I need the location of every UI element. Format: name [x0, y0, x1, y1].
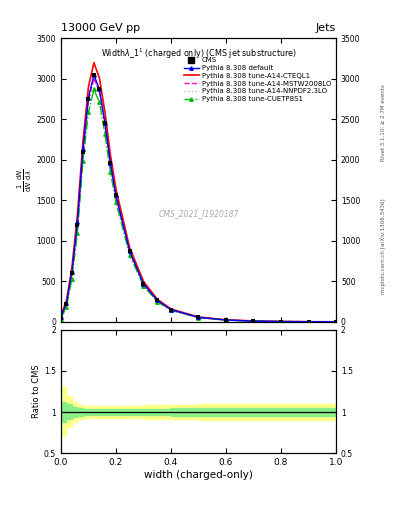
Text: CMS_2021_I1920187: CMS_2021_I1920187 — [158, 209, 239, 219]
X-axis label: width (charged-only): width (charged-only) — [144, 470, 253, 480]
Text: mcplots.cern.ch [arXiv:1306.3436]: mcplots.cern.ch [arXiv:1306.3436] — [381, 198, 386, 293]
Point — [154, 296, 160, 305]
Point — [85, 95, 92, 103]
Text: 13000 GeV pp: 13000 GeV pp — [61, 23, 140, 33]
Point — [223, 316, 229, 324]
Point — [250, 317, 257, 325]
Point — [333, 317, 339, 326]
Point — [127, 247, 133, 255]
Point — [58, 314, 64, 322]
Point — [96, 86, 103, 94]
Point — [102, 118, 108, 126]
Point — [69, 269, 75, 278]
Point — [107, 159, 114, 167]
Y-axis label: $\frac{1}{\mathrm{d}N}\,\frac{\mathrm{d}N}{\mathrm{d}\,\lambda}$: $\frac{1}{\mathrm{d}N}\,\frac{\mathrm{d}… — [16, 168, 34, 192]
Point — [168, 306, 174, 314]
Point — [63, 300, 70, 308]
Point — [74, 221, 81, 229]
Text: Rivet 3.1.10, ≥ 2.7M events: Rivet 3.1.10, ≥ 2.7M events — [381, 84, 386, 161]
Text: Jets: Jets — [316, 23, 336, 33]
Y-axis label: Ratio to CMS: Ratio to CMS — [32, 365, 41, 418]
Point — [278, 317, 284, 326]
Text: Width$\lambda\_1^1$ (charged only) (CMS jet substructure): Width$\lambda\_1^1$ (charged only) (CMS … — [101, 47, 296, 61]
Legend: CMS, Pythia 8.308 default, Pythia 8.308 tune-A14-CTEQL1, Pythia 8.308 tune-A14-M: CMS, Pythia 8.308 default, Pythia 8.308 … — [181, 55, 334, 105]
Point — [195, 313, 202, 322]
Point — [113, 191, 119, 200]
Point — [80, 147, 86, 156]
Point — [305, 317, 312, 326]
Point — [140, 280, 147, 288]
Point — [91, 71, 97, 79]
